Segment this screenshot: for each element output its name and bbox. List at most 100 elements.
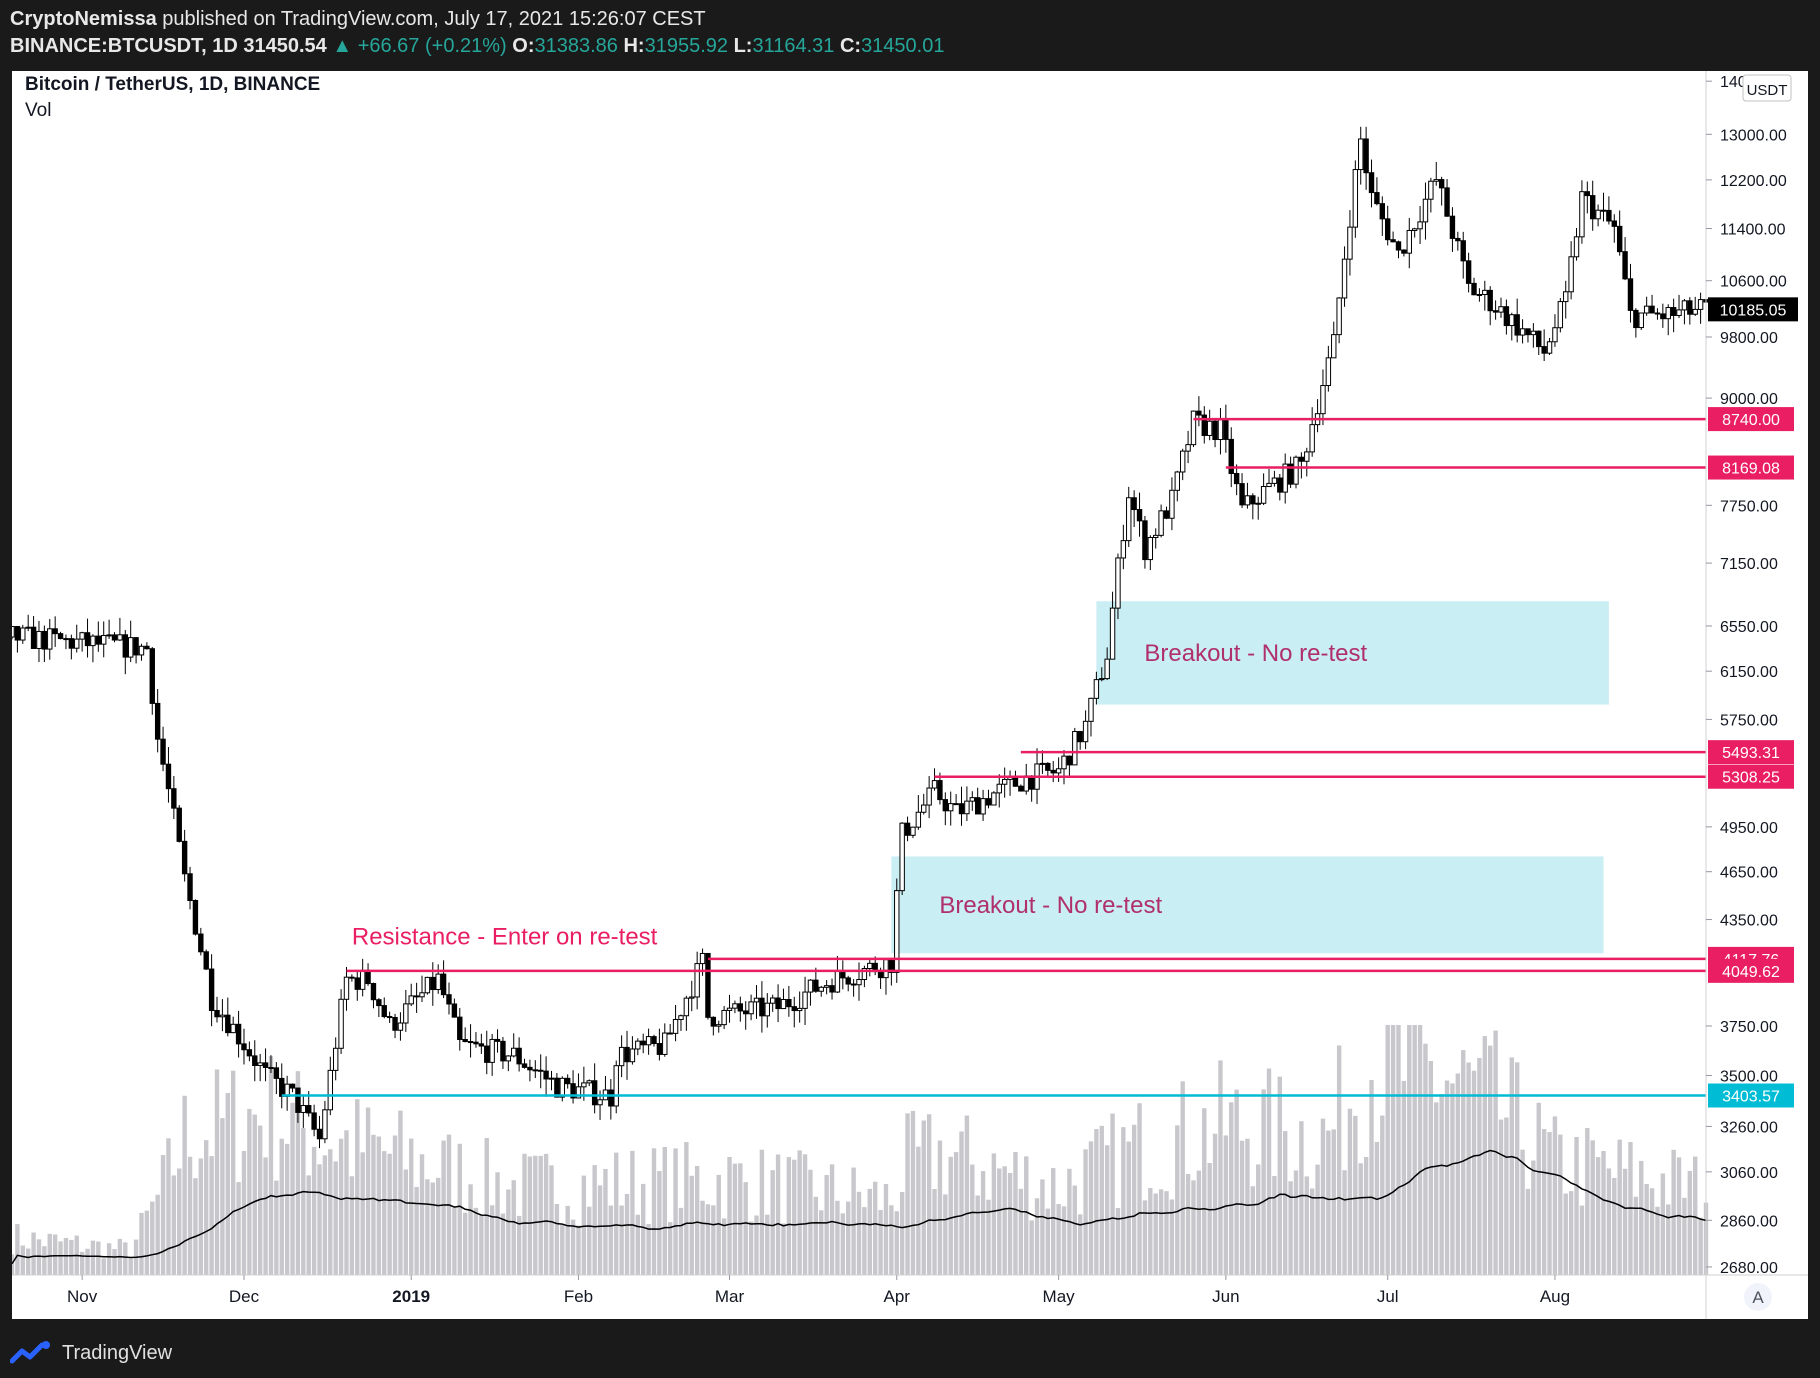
volume-bar bbox=[997, 1168, 1002, 1275]
symbol[interactable]: BINANCE:BTCUSDT, 1D bbox=[10, 35, 238, 57]
candle-body bbox=[1622, 251, 1628, 280]
volume-bar bbox=[943, 1194, 948, 1275]
candle-body bbox=[813, 979, 819, 992]
candle-body bbox=[904, 822, 911, 836]
candle-body bbox=[991, 792, 997, 806]
volume-bar bbox=[435, 1177, 441, 1275]
candle-body bbox=[25, 626, 31, 629]
y-tick-label: 3260.00 bbox=[1720, 1119, 1778, 1136]
candle-body bbox=[629, 1048, 636, 1063]
candle-body bbox=[1039, 762, 1046, 765]
candle-body bbox=[1206, 420, 1213, 436]
y-tick-label: 9800.00 bbox=[1720, 330, 1778, 347]
candle-body bbox=[1536, 330, 1542, 348]
volume-bar bbox=[516, 1215, 522, 1275]
candle-body bbox=[1082, 720, 1089, 743]
volume-bar bbox=[1212, 1133, 1218, 1275]
volume-bar bbox=[1126, 1141, 1131, 1275]
level-price-label: 8169.08 bbox=[1722, 461, 1780, 478]
volume-bar bbox=[511, 1180, 516, 1275]
volume-bar bbox=[204, 1140, 209, 1275]
volume-bar bbox=[209, 1156, 214, 1275]
candle-body bbox=[505, 1055, 512, 1062]
volume-bar bbox=[872, 1181, 878, 1275]
candle-body bbox=[910, 826, 916, 836]
candle-body bbox=[1109, 607, 1116, 660]
high-value: 31955.92 bbox=[644, 35, 728, 57]
currency-badge[interactable] bbox=[1742, 74, 1792, 102]
candle-body bbox=[1142, 520, 1148, 561]
candle-body bbox=[996, 783, 1002, 794]
candle-body bbox=[1482, 289, 1488, 296]
volume-bar bbox=[894, 1211, 899, 1275]
candle-body bbox=[732, 1003, 738, 1009]
candle-body bbox=[192, 899, 199, 935]
candle-body bbox=[1660, 313, 1666, 320]
volume-bar bbox=[419, 1154, 425, 1275]
candle-body bbox=[306, 1105, 312, 1114]
candle-body bbox=[446, 994, 452, 1005]
volume-bar bbox=[225, 1093, 230, 1275]
volume-bar bbox=[144, 1210, 150, 1275]
volume-bar bbox=[1396, 1025, 1401, 1275]
volume-bar bbox=[856, 1191, 862, 1275]
candle-body bbox=[1212, 420, 1218, 441]
candle-body bbox=[214, 1009, 220, 1018]
candle-body bbox=[721, 1009, 727, 1026]
volume-bar bbox=[1245, 1138, 1250, 1275]
candle-body bbox=[359, 969, 366, 990]
author-name[interactable]: CryptoNemissa bbox=[10, 8, 157, 30]
candle-body bbox=[1325, 357, 1332, 387]
candle-body bbox=[262, 1062, 269, 1068]
candle-body bbox=[354, 977, 360, 990]
chart-panel[interactable]: Breakout - No re-test Breakout - No re-te… bbox=[12, 71, 1808, 1319]
volume-bar bbox=[1666, 1204, 1671, 1275]
volume-bar bbox=[1385, 1025, 1390, 1275]
candle-body bbox=[435, 973, 441, 991]
candle-body bbox=[52, 628, 58, 635]
volume-bar bbox=[1304, 1176, 1309, 1275]
brand-name[interactable]: TradingView bbox=[62, 1341, 173, 1364]
volume-bar bbox=[1655, 1206, 1660, 1275]
volume-bar bbox=[198, 1158, 204, 1275]
candle-body bbox=[597, 1099, 603, 1106]
candle-body bbox=[1244, 495, 1251, 506]
volume-bar bbox=[829, 1164, 835, 1275]
candle-body bbox=[246, 1049, 253, 1057]
y-tick-label: 7750.00 bbox=[1720, 498, 1778, 515]
candle-body bbox=[279, 1077, 285, 1097]
candle-body bbox=[834, 970, 841, 993]
volume-bar bbox=[797, 1150, 802, 1275]
volume-bar bbox=[290, 1102, 295, 1275]
candle-body bbox=[500, 1040, 506, 1062]
volume-bar bbox=[748, 1221, 754, 1275]
y-tick-label: 11400.00 bbox=[1720, 222, 1786, 239]
candle-body bbox=[748, 1001, 754, 1015]
volume-bar bbox=[587, 1206, 592, 1275]
volume-bar bbox=[1013, 1152, 1018, 1275]
volume-bar bbox=[684, 1142, 689, 1275]
candle-body bbox=[575, 1086, 582, 1099]
candle-body bbox=[1633, 309, 1639, 329]
candle-body bbox=[1217, 419, 1224, 441]
candle-body bbox=[1179, 450, 1186, 473]
candle-body bbox=[581, 1082, 587, 1088]
volume-bar bbox=[1498, 1119, 1504, 1275]
candle-body bbox=[1417, 221, 1423, 230]
volume-bar bbox=[592, 1165, 597, 1275]
candle-body bbox=[84, 632, 91, 647]
volume-bar bbox=[193, 1178, 198, 1275]
candle-body bbox=[726, 1007, 733, 1011]
volume-bar bbox=[1196, 1170, 1202, 1275]
price-chart[interactable]: Breakout - No re-test Breakout - No re-te… bbox=[12, 71, 1808, 1319]
volume-bar bbox=[792, 1159, 797, 1275]
auto-scale-button[interactable] bbox=[1744, 1283, 1772, 1311]
volume-bar bbox=[1131, 1124, 1137, 1275]
volume-bar bbox=[673, 1148, 678, 1275]
volume-bar bbox=[1374, 1141, 1380, 1275]
y-tick-label: 6150.00 bbox=[1720, 664, 1778, 681]
candle-body bbox=[1627, 278, 1634, 311]
candle-body bbox=[457, 1016, 463, 1040]
candle-body bbox=[36, 630, 42, 649]
level-price-label: 5308.25 bbox=[1722, 770, 1780, 787]
